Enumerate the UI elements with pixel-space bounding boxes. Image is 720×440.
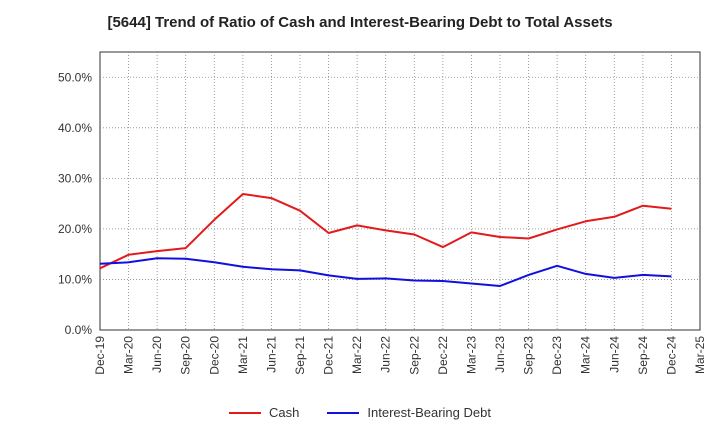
y-axis-tick-labels: 0.0% 10.0% 20.0% 30.0% 40.0% 50.0% xyxy=(58,70,92,337)
x-tick-label: Mar-24 xyxy=(579,336,593,374)
legend-swatch-cash xyxy=(229,411,262,414)
legend-item-cash: Cash xyxy=(229,405,299,420)
y-tick-label: 30.0% xyxy=(58,171,92,185)
x-tick-label: Jun-22 xyxy=(379,336,393,373)
y-tick-label: 20.0% xyxy=(58,222,92,236)
x-tick-label: Mar-21 xyxy=(236,336,250,374)
x-tick-label: Mar-23 xyxy=(464,336,478,374)
chart-title: [5644] Trend of Ratio of Cash and Intere… xyxy=(107,14,613,31)
series-line-cash xyxy=(99,193,672,270)
x-tick-label: Mar-20 xyxy=(122,336,136,374)
x-tick-label: Jun-24 xyxy=(607,336,621,373)
x-tick-label: Mar-25 xyxy=(693,336,707,374)
x-tick-label: Mar-22 xyxy=(350,336,364,374)
y-tick-label: 10.0% xyxy=(58,272,92,286)
x-tick-label: Dec-19 xyxy=(93,336,107,375)
x-tick-label: Sep-23 xyxy=(522,336,536,375)
x-tick-label: Jun-21 xyxy=(264,336,278,373)
x-tick-label: Dec-21 xyxy=(322,336,336,375)
legend: Cash Interest-Bearing Debt xyxy=(0,405,720,420)
x-axis-tick-labels: Dec-19 Mar-20 Jun-20 Sep-20 Dec-20 Mar-21 Jun-… xyxy=(93,336,707,375)
x-tick-label: Sep-20 xyxy=(179,336,193,375)
x-tick-label: Sep-21 xyxy=(293,336,307,375)
x-tick-label: Sep-22 xyxy=(407,336,421,375)
x-tick-label: Dec-24 xyxy=(664,336,678,375)
series-line-interest-bearing-debt xyxy=(99,257,672,287)
x-tick-label: Jun-20 xyxy=(150,336,164,373)
x-tick-label: Dec-22 xyxy=(436,336,450,375)
x-tick-label: Dec-23 xyxy=(550,336,564,375)
x-tick-label: Dec-20 xyxy=(207,336,221,375)
legend-label-cash: Cash xyxy=(269,405,300,420)
legend-label-debt: Interest-Bearing Debt xyxy=(367,405,491,420)
y-tick-label: 40.0% xyxy=(58,121,92,135)
legend-item-interest-bearing-debt: Interest-Bearing Debt xyxy=(327,405,491,420)
x-tick-label: Jun-23 xyxy=(493,336,507,373)
x-tick-label: Sep-24 xyxy=(636,336,650,375)
legend-swatch-debt xyxy=(327,411,360,414)
series-lines xyxy=(99,193,672,287)
plot-area xyxy=(99,51,701,331)
y-tick-label: 0.0% xyxy=(65,323,93,337)
y-tick-label: 50.0% xyxy=(58,70,92,84)
